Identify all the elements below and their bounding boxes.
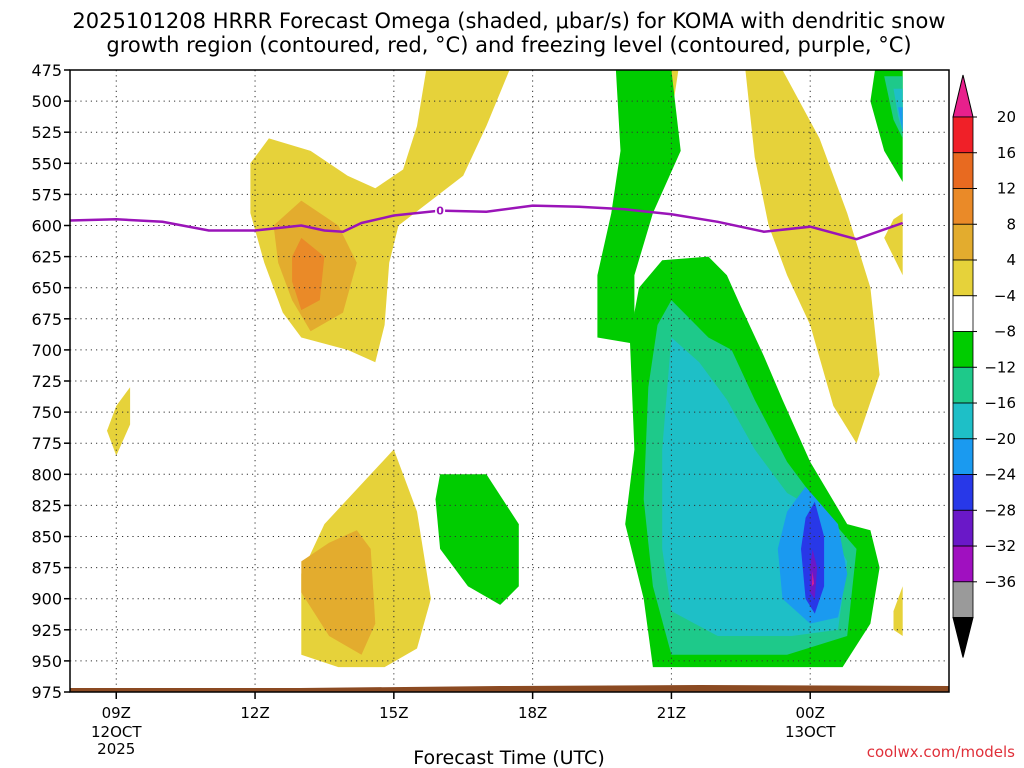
omega-region--28to-32-22 xyxy=(812,571,814,587)
y-tick-label-525: 525 xyxy=(31,123,62,142)
freezing-label-bg xyxy=(435,203,446,217)
y-axis: 475 500 525 550 575 600 625 650 675 700 725 750 775 8… xyxy=(31,61,70,702)
omega-region-8to12-9 xyxy=(292,237,325,311)
x-tick-label-15Z: 15Z xyxy=(379,704,408,722)
x-tick-label-09Z: 09Z xyxy=(102,704,131,722)
colorbar: 20 16 12 8 4 −4 −8 −12 −16 −20 −24 −28 −32 −36 xyxy=(952,74,1016,658)
colorbar-bin--32--28 xyxy=(952,545,974,583)
y-tick-label-675: 675 xyxy=(31,310,62,329)
x-tick-sublabel: 2025 xyxy=(97,740,135,758)
x-tick-label-18Z: 18Z xyxy=(518,704,547,722)
y-tick-label-850: 850 xyxy=(31,528,62,547)
colorbar-bin-8-12 xyxy=(952,188,974,225)
omega-region--24to-28-21 xyxy=(810,548,818,599)
colorbar-bin--20--16 xyxy=(952,438,974,475)
y-tick-label-475: 475 xyxy=(31,61,62,80)
credit-text[interactable]: coolwx.com/models xyxy=(867,743,1015,761)
y-tick-label-875: 875 xyxy=(31,559,62,578)
colorbar-label: 12 xyxy=(997,180,1016,198)
colorbar-bin--36--32 xyxy=(952,581,974,618)
omega-region-4to8-8 xyxy=(301,530,376,655)
y-tick-label-700: 700 xyxy=(31,341,62,360)
x-tick-label-21Z: 21Z xyxy=(657,704,686,722)
y-tick-label-550: 550 xyxy=(31,154,62,173)
y-tick-label-775: 775 xyxy=(31,434,62,453)
colorbar-label: −28 xyxy=(984,501,1016,519)
omega-region--16to-20-19 xyxy=(898,107,903,133)
chart-title-line-1: 2025101208 HRRR Forecast Omega (shaded, … xyxy=(72,9,945,33)
y-tick-label-750: 750 xyxy=(31,403,62,422)
x-tick-label-00Z: 00Z xyxy=(796,704,825,722)
colorbar-bin-0-4 xyxy=(952,259,974,297)
y-tick-label-500: 500 xyxy=(31,92,62,111)
colorbar-bin--24--20 xyxy=(952,474,974,511)
colorbar-bin-16-20 xyxy=(952,116,974,154)
colorbar-bin--16--12 xyxy=(952,402,974,440)
colorbar-label: −24 xyxy=(984,466,1016,484)
colorbar-label: −36 xyxy=(984,573,1016,591)
colorbar-label: 20 xyxy=(997,108,1016,126)
ground-surface xyxy=(70,685,949,692)
y-tick-label-650: 650 xyxy=(31,279,62,298)
colorbar-label: −12 xyxy=(984,358,1016,376)
omega-region--12to-16-17 xyxy=(893,88,903,133)
colorbar-bin-12-16 xyxy=(952,152,974,189)
x-tick-label-12Z: 12Z xyxy=(240,704,269,722)
x-tick-sublabel: 12OCT xyxy=(91,723,142,741)
colorbar-bin--8--4 xyxy=(952,331,974,368)
colorbar-bin--28--24 xyxy=(952,509,974,547)
y-tick-label-800: 800 xyxy=(31,465,62,484)
y-tick-label-950: 950 xyxy=(31,652,62,671)
y-tick-label-975: 975 xyxy=(31,683,62,702)
omega-region-0to4-3 xyxy=(745,70,880,444)
omega-region--4to-8-11 xyxy=(435,474,519,605)
x-tick-sublabel: 13OCT xyxy=(785,723,836,741)
colorbar-label: −8 xyxy=(994,323,1016,341)
colorbar-label: 8 xyxy=(1006,215,1016,233)
colorbar-label: −16 xyxy=(984,394,1016,412)
freezing-level-contour: 0 xyxy=(70,203,904,241)
y-tick-label-575: 575 xyxy=(31,185,62,204)
y-tick-label-900: 900 xyxy=(31,590,62,609)
colorbar-label: −32 xyxy=(984,537,1016,555)
colorbar-bin--4-0 xyxy=(952,295,974,332)
colorbar-label: 16 xyxy=(997,144,1016,162)
colorbar-bin--12--8 xyxy=(952,366,974,404)
omega-region-0to4-5 xyxy=(893,586,903,636)
y-tick-label-825: 825 xyxy=(31,496,62,515)
y-tick-label-600: 600 xyxy=(31,217,62,236)
freezing-level-label: 0 xyxy=(436,205,444,218)
omega-shading xyxy=(107,70,903,668)
colorbar-label: −4 xyxy=(994,287,1016,305)
y-tick-label-725: 725 xyxy=(31,372,62,391)
x-axis-title: Forecast Time (UTC) xyxy=(413,747,604,768)
colorbar-bottom-arrow xyxy=(952,617,974,658)
colorbar-label: −20 xyxy=(984,430,1016,448)
colorbar-top-arrow xyxy=(952,74,974,118)
y-tick-label-625: 625 xyxy=(31,248,62,267)
omega-region--4to-8-10 xyxy=(597,70,681,344)
colorbar-bin-4-8 xyxy=(952,223,974,261)
chart-title-line-2: growth region (contoured, red, °C) and f… xyxy=(106,33,911,57)
colorbar-label: 4 xyxy=(1006,251,1016,269)
y-tick-label-925: 925 xyxy=(31,621,62,640)
grid-lines xyxy=(70,70,949,692)
omega-region-0to4-1 xyxy=(107,387,131,456)
